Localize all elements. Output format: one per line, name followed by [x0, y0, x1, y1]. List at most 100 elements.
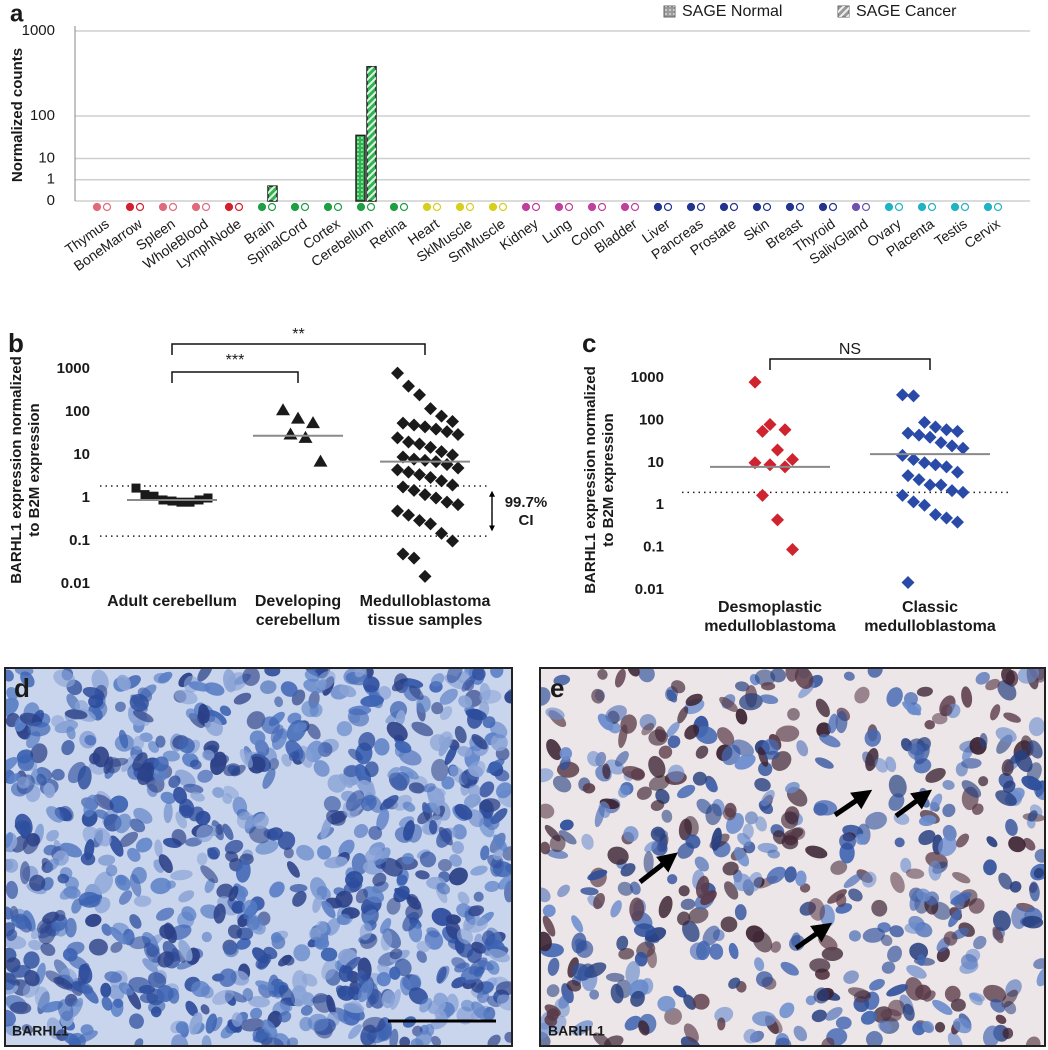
data-point [176, 497, 186, 507]
tissue-marker [455, 202, 465, 212]
cell [468, 905, 485, 917]
cell [866, 1031, 883, 1045]
cell [979, 732, 988, 748]
cell [760, 789, 775, 807]
cell [78, 891, 101, 908]
data-point [396, 450, 410, 464]
data-point [901, 426, 915, 440]
tissue-marker [587, 202, 597, 212]
cell [181, 906, 197, 921]
tissue-marker [851, 202, 861, 212]
cell [59, 805, 74, 822]
data-point [756, 488, 769, 502]
cell [127, 847, 141, 862]
cell [924, 720, 935, 730]
cell [416, 950, 427, 963]
cell [482, 716, 496, 729]
data-point [786, 543, 799, 557]
cell [348, 748, 363, 761]
significance-label: ** [292, 326, 304, 343]
cell [320, 947, 338, 962]
cell [6, 906, 14, 920]
cell [1003, 712, 1021, 723]
panel-label: c [582, 328, 596, 358]
tissue-marker [818, 202, 828, 212]
cell [163, 802, 173, 824]
tissue-marker [102, 202, 112, 212]
cell [835, 710, 848, 734]
cell [118, 890, 133, 905]
cell [223, 942, 239, 958]
cell [119, 729, 129, 749]
cell [622, 765, 645, 780]
data-point [402, 379, 415, 393]
cell [855, 833, 867, 845]
y-tick-label: 1 [82, 489, 90, 506]
cell [787, 708, 800, 721]
tissue-marker [125, 202, 135, 212]
cell [362, 1016, 386, 1033]
cell [677, 911, 691, 926]
cell [213, 903, 226, 924]
cell [173, 786, 187, 804]
cell [885, 756, 897, 773]
cell [154, 839, 163, 857]
cell [368, 825, 383, 840]
x-tick-label-box: Desmoplastic medulloblastoma [704, 599, 836, 635]
data-point [418, 488, 432, 502]
cell [104, 971, 122, 983]
cell [881, 961, 896, 974]
cell [816, 722, 831, 738]
cell [198, 703, 210, 724]
cell [10, 964, 31, 978]
data-point [763, 418, 777, 432]
cell [643, 851, 654, 874]
data-point [313, 454, 328, 467]
cell [101, 923, 112, 936]
cell [678, 818, 692, 841]
cell [171, 828, 187, 846]
cell [348, 1024, 362, 1040]
cell [240, 1018, 265, 1032]
cell [597, 669, 608, 680]
data-point [418, 420, 432, 434]
cell [113, 998, 124, 1008]
cell [364, 761, 379, 778]
tissue-marker [884, 202, 894, 212]
data-point [945, 484, 959, 498]
x-tick-label-box: Adult cerebellum [107, 593, 237, 610]
tissue-marker [950, 202, 960, 212]
cell [336, 721, 353, 737]
data-point [929, 508, 942, 522]
cell [6, 922, 15, 937]
y-axis-label-box: BARHL1 expression normalized to B2M expr… [8, 356, 43, 584]
cell [386, 721, 408, 742]
cell [487, 1034, 501, 1045]
data-point [451, 461, 465, 475]
cell [602, 763, 611, 780]
cell [471, 1001, 489, 1020]
cell [734, 753, 756, 770]
cell [793, 1025, 808, 1042]
tissue-marker [168, 202, 178, 212]
cell [688, 907, 709, 924]
cell [441, 776, 455, 790]
cell [249, 825, 271, 844]
cell [379, 795, 399, 811]
cell [248, 996, 271, 1008]
bar-pattern [268, 186, 277, 201]
cell [947, 1032, 963, 1045]
cell [359, 922, 372, 941]
cell [636, 786, 652, 800]
cell [34, 986, 51, 1010]
tissue-marker [861, 202, 871, 212]
cell [641, 722, 655, 736]
cell [51, 715, 65, 728]
cell [843, 873, 863, 889]
y-tick-label: 1000 [22, 22, 55, 39]
cell [541, 768, 554, 783]
cell [46, 829, 59, 842]
cell [886, 687, 903, 707]
cell [702, 925, 720, 946]
cell [684, 724, 700, 740]
